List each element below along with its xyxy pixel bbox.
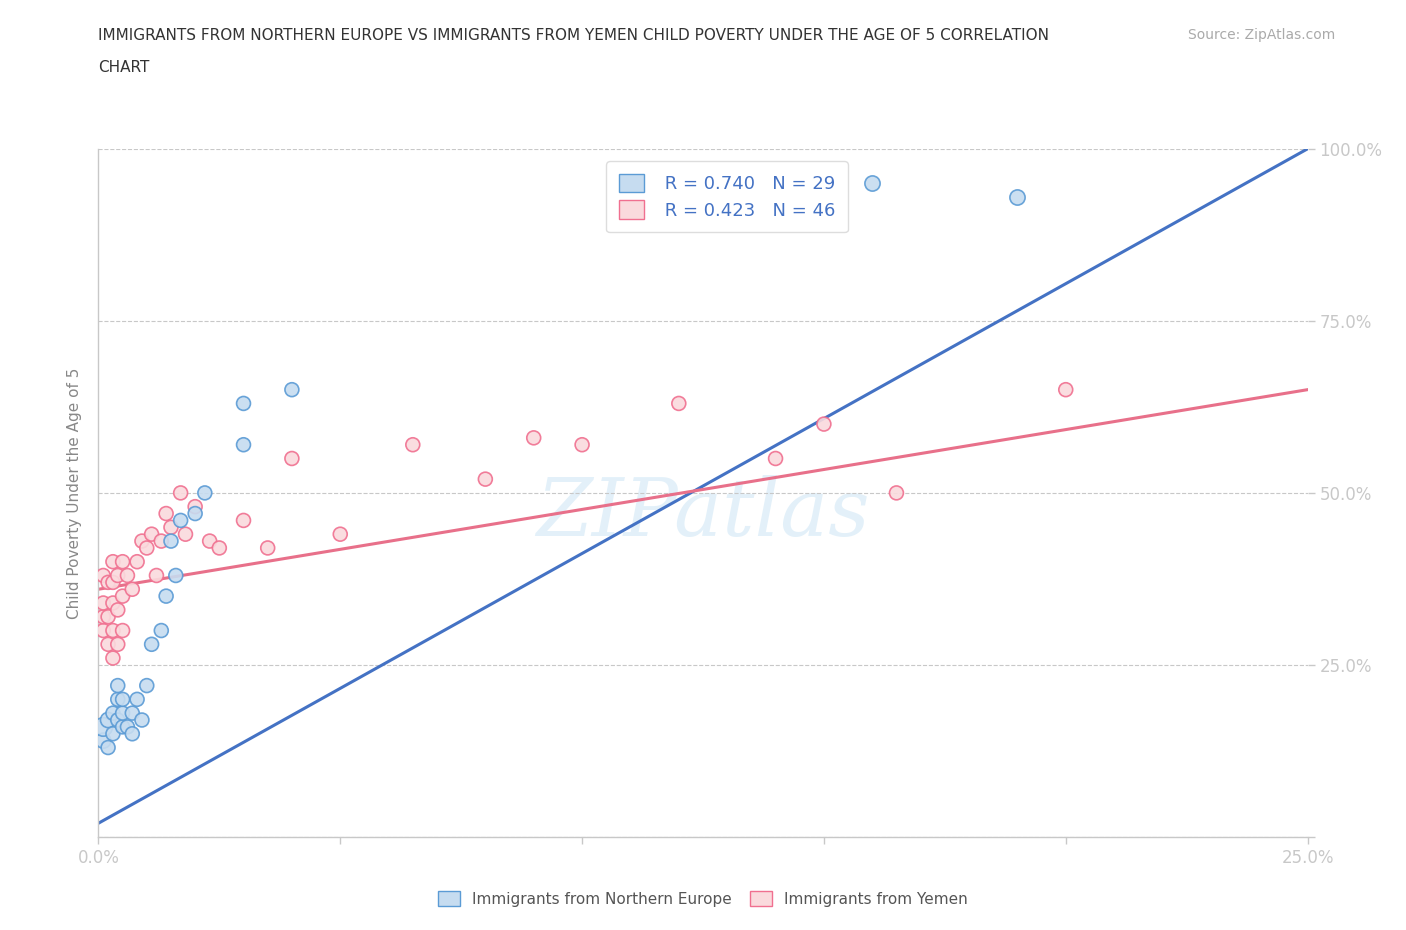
Point — [860, 176, 883, 191]
Point — [91, 609, 114, 624]
Point — [169, 485, 191, 500]
Point — [523, 431, 546, 445]
Point — [117, 568, 139, 583]
Point — [111, 623, 134, 638]
Point — [91, 568, 114, 583]
Point — [111, 554, 134, 569]
Point — [111, 706, 134, 721]
Point — [111, 589, 134, 604]
Point — [107, 603, 129, 618]
Point — [97, 637, 120, 652]
Point — [135, 678, 157, 693]
Point — [101, 726, 124, 741]
Point — [101, 575, 124, 590]
Point — [1054, 382, 1077, 397]
Point — [208, 540, 231, 555]
Point — [111, 692, 134, 707]
Point — [160, 534, 183, 549]
Point — [155, 506, 177, 521]
Legend: Immigrants from Northern Europe, Immigrants from Yemen: Immigrants from Northern Europe, Immigra… — [433, 885, 973, 913]
Point — [232, 396, 254, 411]
Point — [165, 568, 187, 583]
Point — [121, 726, 143, 741]
Point — [402, 437, 425, 452]
Point — [198, 534, 221, 549]
Point — [145, 568, 167, 583]
Point — [131, 712, 153, 727]
Point — [765, 451, 787, 466]
Point — [668, 396, 690, 411]
Point — [107, 692, 129, 707]
Point — [101, 554, 124, 569]
Point — [169, 513, 191, 528]
Point — [111, 720, 134, 735]
Point — [1007, 190, 1029, 205]
Point — [150, 534, 173, 549]
Point — [107, 568, 129, 583]
Text: IMMIGRANTS FROM NORTHERN EUROPE VS IMMIGRANTS FROM YEMEN CHILD POVERTY UNDER THE: IMMIGRANTS FROM NORTHERN EUROPE VS IMMIG… — [98, 28, 1049, 43]
Point — [194, 485, 217, 500]
Point — [117, 720, 139, 735]
Legend:  R = 0.740   N = 29,  R = 0.423   N = 46: R = 0.740 N = 29, R = 0.423 N = 46 — [606, 161, 848, 232]
Point — [107, 637, 129, 652]
Point — [184, 506, 207, 521]
Point — [101, 595, 124, 610]
Point — [329, 526, 352, 541]
Point — [474, 472, 496, 486]
Point — [91, 720, 114, 735]
Point — [184, 499, 207, 514]
Point — [160, 520, 183, 535]
Point — [101, 651, 124, 666]
Y-axis label: Child Poverty Under the Age of 5: Child Poverty Under the Age of 5 — [66, 367, 82, 618]
Text: ZIPatlas: ZIPatlas — [536, 475, 870, 552]
Point — [256, 540, 278, 555]
Point — [101, 706, 124, 721]
Point — [107, 712, 129, 727]
Point — [101, 623, 124, 638]
Point — [232, 513, 254, 528]
Point — [155, 589, 177, 604]
Point — [107, 678, 129, 693]
Point — [127, 554, 149, 569]
Point — [232, 437, 254, 452]
Text: Source: ZipAtlas.com: Source: ZipAtlas.com — [1188, 28, 1336, 42]
Point — [97, 712, 120, 727]
Point — [150, 623, 173, 638]
Text: CHART: CHART — [98, 60, 150, 75]
Point — [97, 575, 120, 590]
Point — [281, 451, 304, 466]
Point — [141, 526, 163, 541]
Point — [141, 637, 163, 652]
Point — [813, 417, 835, 432]
Point — [135, 540, 157, 555]
Point — [97, 740, 120, 755]
Point — [131, 534, 153, 549]
Point — [91, 623, 114, 638]
Point — [127, 692, 149, 707]
Point — [886, 485, 908, 500]
Point — [121, 582, 143, 597]
Point — [97, 609, 120, 624]
Point — [571, 437, 593, 452]
Point — [91, 595, 114, 610]
Point — [174, 526, 197, 541]
Point — [91, 733, 114, 748]
Point — [281, 382, 304, 397]
Point — [121, 706, 143, 721]
